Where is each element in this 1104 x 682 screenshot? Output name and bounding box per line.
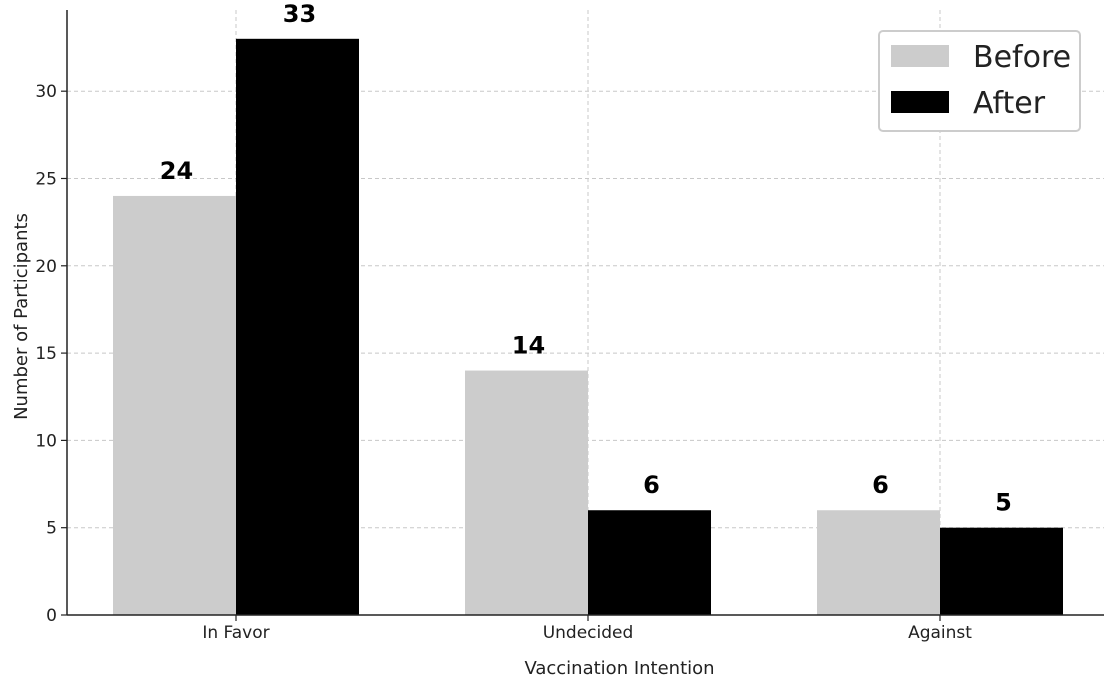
x-tick-label: Undecided	[543, 623, 634, 643]
data-label: 24	[160, 157, 193, 185]
legend-swatch-before	[891, 45, 949, 67]
y-tick-label: 30	[35, 82, 57, 102]
y-tick-label: 25	[35, 169, 57, 189]
data-label: 14	[512, 332, 545, 360]
bar-after-undecided	[588, 510, 711, 615]
ticks-layer: 0 5 10 15 20 25 30 In Favor Undecided Against	[35, 82, 972, 643]
legend: Before After	[878, 30, 1081, 132]
x-tick-label: Against	[908, 623, 972, 643]
bar-after-against	[940, 527, 1063, 615]
bars-layer	[113, 38, 1063, 616]
data-labels-layer: 24 14 6 33 6 5	[160, 0, 1012, 517]
legend-swatch-after	[891, 91, 949, 113]
legend-label-after: After	[973, 86, 1046, 121]
bar-before-against	[817, 510, 940, 615]
legend-label-before: Before	[973, 40, 1071, 75]
y-tick-label: 10	[35, 431, 57, 451]
axes-layer	[66, 10, 1104, 616]
x-axis-title: Vaccination Intention	[524, 658, 714, 679]
x-tick-label: In Favor	[202, 623, 269, 643]
data-label: 6	[872, 471, 889, 499]
bar-after-in-favor	[236, 38, 359, 616]
data-label: 5	[995, 489, 1012, 517]
y-tick-label: 0	[46, 606, 57, 626]
bar-before-undecided	[465, 370, 588, 615]
data-label: 33	[283, 0, 316, 28]
y-tick-label: 20	[35, 257, 57, 277]
y-tick-label: 15	[35, 344, 57, 364]
bar-before-in-favor	[113, 195, 236, 615]
data-label: 6	[643, 471, 660, 499]
y-axis-title: Number of Participants	[11, 213, 32, 420]
y-tick-label: 5	[46, 519, 57, 539]
